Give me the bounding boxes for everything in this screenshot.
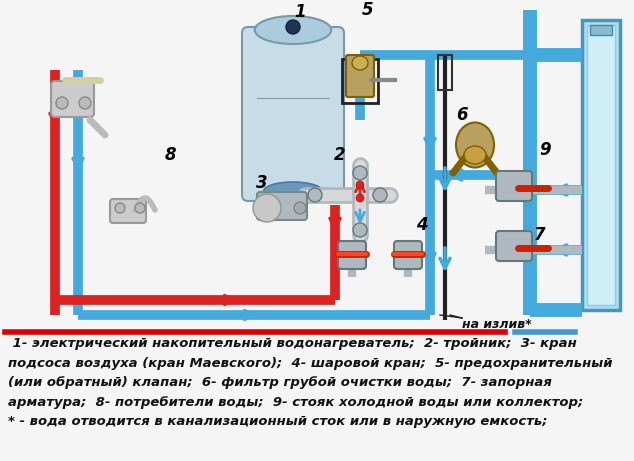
Bar (438, 55, 452, 90)
Bar (582, 20, 620, 310)
Circle shape (135, 203, 145, 213)
Bar (587, 25, 615, 305)
Text: 6: 6 (456, 106, 468, 124)
FancyBboxPatch shape (257, 192, 307, 220)
Text: 3: 3 (256, 174, 268, 192)
FancyBboxPatch shape (242, 27, 344, 201)
Text: на излив*: на излив* (462, 318, 532, 331)
Circle shape (356, 181, 364, 189)
FancyBboxPatch shape (51, 81, 94, 117)
Text: 9: 9 (539, 141, 551, 159)
Text: 1- электрический накопительный водонагреватель;  2- тройник;  3- кран: 1- электрический накопительный водонагре… (8, 337, 577, 350)
Text: 2: 2 (334, 146, 346, 164)
Circle shape (373, 188, 387, 202)
FancyBboxPatch shape (346, 55, 374, 97)
Text: (или обратный) клапан;  6- фильтр грубой очистки воды;  7- запорная: (или обратный) клапан; 6- фильтр грубой … (8, 376, 552, 389)
FancyBboxPatch shape (110, 199, 146, 223)
Circle shape (79, 97, 91, 109)
FancyBboxPatch shape (496, 171, 532, 201)
Ellipse shape (456, 123, 494, 167)
Circle shape (286, 20, 300, 34)
Text: 8: 8 (164, 146, 176, 164)
Text: 7: 7 (534, 226, 546, 244)
Bar (590, 25, 612, 35)
FancyBboxPatch shape (338, 241, 366, 269)
Circle shape (253, 194, 281, 222)
FancyBboxPatch shape (496, 231, 532, 261)
FancyBboxPatch shape (394, 241, 422, 269)
Text: 5: 5 (362, 1, 374, 19)
Ellipse shape (464, 146, 486, 164)
Ellipse shape (352, 56, 368, 70)
Circle shape (115, 203, 125, 213)
Bar (342, 59, 378, 103)
Circle shape (353, 166, 367, 180)
Ellipse shape (264, 182, 322, 200)
Ellipse shape (255, 16, 331, 44)
Circle shape (353, 223, 367, 237)
Text: 4: 4 (416, 216, 428, 234)
Text: арматура;  8- потребители воды;  9- стояк холодной воды или коллектор;: арматура; 8- потребители воды; 9- стояк … (8, 396, 583, 408)
Circle shape (56, 97, 68, 109)
Text: подсоса воздуха (кран Маевского);  4- шаровой кран;  5- предохранительный: подсоса воздуха (кран Маевского); 4- шар… (8, 356, 612, 370)
Circle shape (356, 194, 364, 202)
Circle shape (308, 188, 322, 202)
Circle shape (294, 202, 306, 214)
Text: 1: 1 (294, 3, 306, 21)
Text: * - вода отводится в канализационный сток или в наружную емкость;: * - вода отводится в канализационный сто… (8, 415, 548, 428)
